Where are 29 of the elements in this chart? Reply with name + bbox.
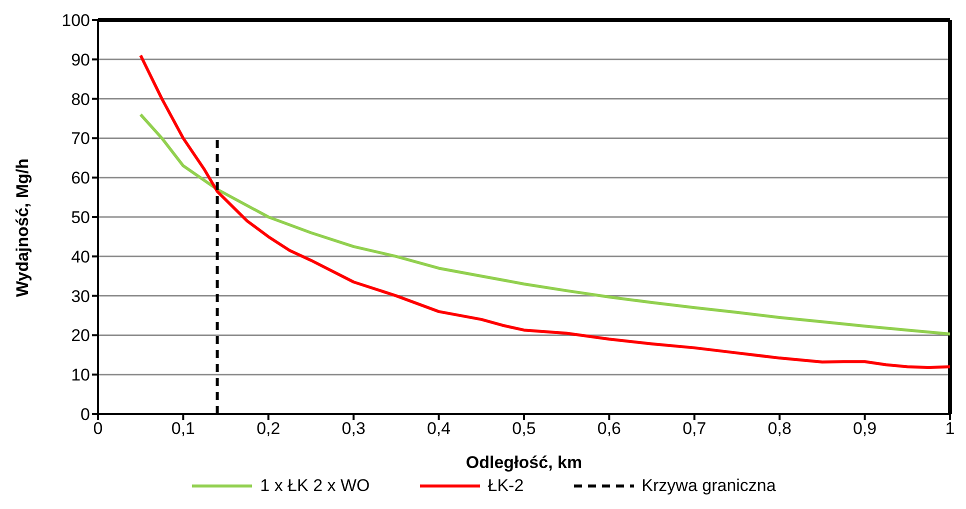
y-tick-label: 10: [71, 366, 90, 385]
legend-label: Krzywa graniczna: [642, 476, 776, 496]
y-tick-label: 60: [71, 168, 90, 188]
y-tick-label: 100: [62, 11, 90, 30]
line-series: [139, 113, 950, 336]
x-tick-label: 0,9: [852, 419, 877, 438]
x-tick-label: 0,7: [682, 419, 706, 438]
line-series: [139, 54, 950, 370]
x-tick-label: 0,8: [768, 419, 792, 438]
y-tick-label: 80: [71, 90, 90, 109]
y-tick-label: 30: [71, 286, 90, 306]
x-tick-label: 1: [945, 419, 955, 438]
y-axis-title: Wydajność, Mg/h: [13, 158, 32, 297]
y-tick-label: 20: [71, 326, 90, 346]
legend-label: 1 x ŁK 2 x WO: [260, 476, 370, 496]
y-tick-label: 90: [71, 50, 90, 70]
x-tick-label: 0,4: [426, 419, 451, 438]
y-tick-label: 50: [71, 208, 90, 228]
y-tick-label: 40: [71, 247, 90, 266]
y-tick-label: 0: [80, 405, 90, 424]
x-tick-label: 0,1: [171, 419, 196, 438]
x-tick-label: 0: [93, 419, 103, 438]
y-tick-label: 70: [71, 129, 90, 148]
x-tick-label: 0,5: [512, 419, 536, 438]
x-tick-label: 0,3: [342, 419, 366, 438]
legend-label: ŁK-2: [488, 476, 524, 496]
x-axis-title: Odległość, km: [466, 453, 582, 472]
x-tick-label: 0,2: [256, 419, 280, 438]
x-tick-label: 0,6: [597, 419, 622, 438]
